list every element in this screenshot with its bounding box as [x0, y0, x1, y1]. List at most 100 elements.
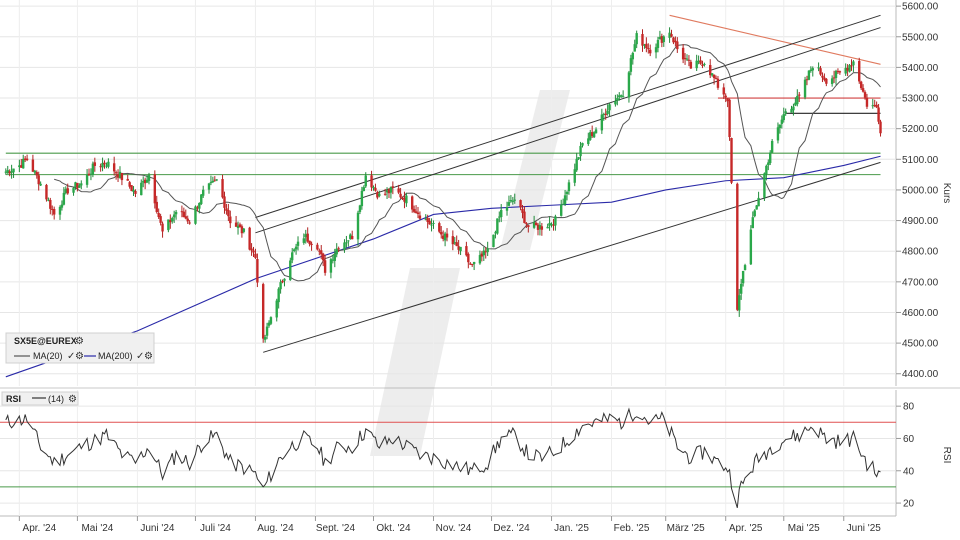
- candle-body: [414, 211, 418, 213]
- candle-body: [6, 170, 9, 174]
- candle-body: [457, 246, 460, 250]
- candle-body: [451, 236, 455, 245]
- ma20-check-icon[interactable]: ✓: [67, 351, 75, 362]
- candle-body: [132, 189, 135, 192]
- candle-body: [227, 210, 230, 217]
- candle-body: [552, 224, 555, 226]
- candle-body: [215, 179, 218, 181]
- candle-body: [635, 33, 638, 45]
- ma200-check-icon[interactable]: ✓: [136, 351, 144, 362]
- support-resistance-lines: [5, 14, 881, 176]
- instrument-settings-icon[interactable]: ⚙: [75, 336, 84, 347]
- candle-body: [103, 162, 106, 165]
- candle-body: [792, 106, 795, 111]
- candle-body: [432, 222, 435, 224]
- candle-body: [494, 232, 497, 234]
- candle-body: [484, 251, 487, 253]
- candle-body: [147, 175, 151, 181]
- candle-body: [445, 233, 449, 238]
- x-tick-label: Apr. '24: [23, 523, 57, 534]
- candle-body: [674, 40, 677, 43]
- x-tick-label: Sept. '24: [316, 523, 356, 534]
- candle-body: [573, 169, 576, 183]
- candle-body: [378, 193, 381, 197]
- candle-body: [252, 250, 255, 253]
- rsi-settings-icon[interactable]: ⚙: [68, 394, 77, 405]
- candle-body: [335, 248, 338, 255]
- candle-body: [302, 238, 306, 243]
- candle-body: [105, 165, 108, 167]
- candle-body: [832, 77, 836, 79]
- candle-body: [577, 157, 580, 159]
- trend-channel: [255, 14, 881, 353]
- candle-body: [685, 58, 689, 60]
- candle-body: [143, 179, 147, 184]
- candle-body: [120, 172, 124, 181]
- candle-body: [58, 206, 62, 215]
- candle-body: [201, 189, 205, 196]
- candle-body: [91, 163, 95, 175]
- instrument-label: SX5E@EUREX: [14, 336, 77, 346]
- candle-body: [852, 61, 855, 66]
- candle-body: [672, 37, 675, 43]
- candle-body: [291, 252, 294, 261]
- ma200-settings-icon[interactable]: ⚙: [144, 351, 153, 362]
- ma20-settings-icon[interactable]: ⚙: [75, 351, 84, 362]
- candle-body: [817, 67, 820, 69]
- candle-body: [548, 222, 551, 226]
- candle-body: [567, 182, 571, 192]
- ma200-path: [5, 155, 881, 378]
- candle-body: [351, 236, 354, 240]
- candle-body: [865, 97, 869, 107]
- rsi-tick-label: 80: [903, 402, 915, 413]
- candle-body: [656, 39, 660, 48]
- candle-body: [292, 249, 296, 252]
- candle-body: [391, 186, 395, 188]
- rsi-levels: [0, 421, 896, 488]
- candle-body: [776, 127, 780, 141]
- candle-body: [739, 283, 743, 294]
- candle-body: [416, 212, 420, 215]
- candle-body: [755, 205, 758, 210]
- candle-body: [349, 234, 352, 239]
- candle-body: [254, 253, 257, 258]
- candle-body: [536, 224, 540, 230]
- candle-body: [250, 248, 253, 251]
- candle-body: [513, 199, 516, 201]
- candlesticks: [4, 27, 882, 343]
- candle-body: [316, 244, 319, 250]
- candle-body: [22, 158, 25, 169]
- candle-body: [269, 317, 273, 324]
- candle-body: [225, 208, 228, 211]
- rsi-grid: [0, 405, 896, 504]
- candle-body: [114, 172, 118, 174]
- candle-body: [374, 187, 377, 191]
- candle-body: [836, 70, 840, 72]
- candle-body: [757, 197, 760, 207]
- candle-body: [863, 92, 867, 98]
- candle-body: [306, 233, 309, 242]
- candle-body: [741, 270, 745, 284]
- candle-body: [33, 170, 37, 173]
- candle-body: [283, 278, 286, 281]
- x-tick-label: März '25: [667, 523, 705, 534]
- candle-body: [263, 336, 267, 340]
- candle-body: [426, 218, 429, 223]
- candle-body: [606, 110, 609, 114]
- candle-body: [383, 193, 387, 195]
- candle-body: [784, 111, 787, 114]
- candle-body: [405, 195, 408, 204]
- candle-body: [130, 185, 133, 192]
- candle-body: [538, 225, 542, 229]
- candle-body: [49, 200, 52, 209]
- candle-body: [221, 179, 224, 198]
- price-tick-label: 5000.00: [902, 185, 939, 196]
- candle-body: [763, 173, 766, 198]
- rsi-axis-ticks: 20 40 60 80: [896, 402, 915, 510]
- candle-body: [35, 172, 38, 176]
- candle-body: [695, 60, 698, 69]
- candle-body: [527, 225, 530, 228]
- candle-body: [308, 240, 311, 245]
- candle-body: [376, 192, 379, 198]
- candle-body: [875, 104, 878, 108]
